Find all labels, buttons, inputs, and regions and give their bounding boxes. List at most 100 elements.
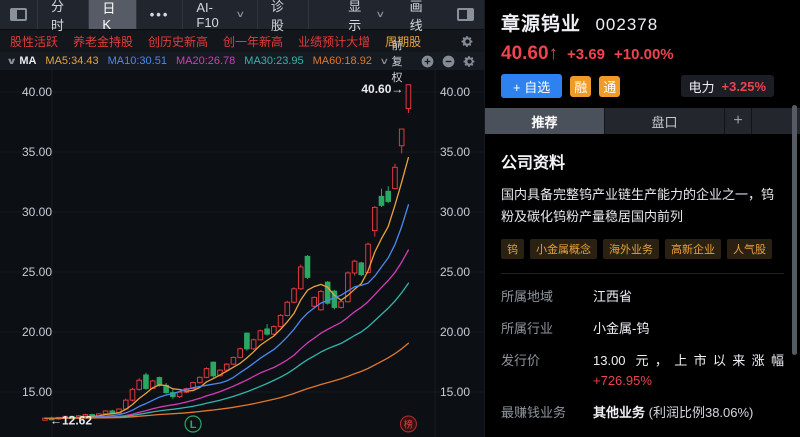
chart-settings-button[interactable] (463, 55, 476, 68)
ma10-value: MA10:30.51 (107, 55, 167, 67)
gear-icon (461, 35, 473, 47)
chart-pane: 分时 日K ••• AI-F10 ∨ 诊股 显示 ∨ 画线 (0, 0, 484, 437)
diagnose-stock-button[interactable]: 诊股 (258, 0, 310, 33)
ipo-price-row: 发行价 13.00 元，上市以来涨幅 +726.95% (501, 351, 784, 391)
k-chart-svg: 40.60→ ←12.62 40.00 40.00 35.00 35.00 30.00 30.… (0, 70, 484, 437)
tab-minute-label: 分时 (51, 0, 65, 33)
sector-name: 电力 (688, 79, 715, 95)
svg-text:15.00: 15.00 (440, 385, 470, 399)
ma-label: MA (19, 55, 37, 67)
display-label: 显示 (348, 0, 362, 33)
concept-tag[interactable]: 小金属概念 (530, 239, 597, 260)
quote-actions: + 自选 融 通 电力 +3.25% (501, 74, 784, 98)
region-label: 所属地域 (501, 289, 554, 305)
add-tab-button[interactable]: + (725, 108, 752, 134)
ma-legend-row: ∨ MA MA5:34.43 MA10:30.51 MA20:26.78 MA3… (0, 40, 484, 84)
price-change: +3.69 (567, 46, 606, 63)
stock-code: 002378 (595, 15, 659, 34)
svg-text:35.00: 35.00 (22, 145, 52, 159)
toolbar-spacer (309, 0, 335, 29)
gear-icon (463, 55, 475, 67)
svg-text:30.00: 30.00 (22, 205, 52, 219)
divider (501, 273, 784, 275)
svg-text:20.00: 20.00 (440, 325, 470, 339)
svg-text:←12.62: ←12.62 (50, 414, 92, 428)
ma30-value: MA30:23.95 (244, 55, 304, 67)
chart-toolbar: 分时 日K ••• AI-F10 ∨ 诊股 显示 ∨ 画线 (0, 0, 484, 33)
stock-tag[interactable]: 创一年新高 (223, 34, 284, 49)
draw-line-button[interactable]: 画线 (397, 0, 447, 33)
svg-text:榜: 榜 (404, 419, 413, 430)
region-row: 所属地域 江西省 (501, 287, 784, 307)
company-info-section: 公司资料 国内具备完整钨产业链生产能力的企业之一，钨粉及碳化钨粉产量稳居国内前列… (485, 134, 800, 437)
quote-panel: 章源钨业 002378 40.60 ↑ +3.69 +10.00% + 自选 融… (484, 0, 800, 437)
ma-dropdown[interactable]: ∨ MA (6, 55, 37, 67)
add-watchlist-button[interactable]: + 自选 (501, 74, 563, 98)
draw-line-label: 画线 (409, 0, 423, 33)
concept-tag[interactable]: 人气股 (727, 239, 772, 260)
industry-value: 小金属-钨 (593, 321, 650, 337)
profit-value-detail: (利润比例38.06%) (648, 405, 754, 421)
ai-f10-menu[interactable]: AI-F10 ∨ (183, 0, 258, 30)
industry-row: 所属行业 小金属-钨 (501, 319, 784, 339)
up-arrow-icon: ↑ (548, 43, 559, 64)
minus-circle-icon (442, 55, 455, 67)
tags-settings-button[interactable] (461, 35, 474, 48)
price-row: 40.60 ↑ +3.69 +10.00% (501, 43, 784, 65)
collapse-right-panel-button[interactable] (447, 0, 484, 29)
quote-header: 章源钨业 002378 40.60 ↑ +3.69 +10.00% + 自选 融… (485, 0, 800, 98)
panel-tab-bar: 推荐 盘口 + (485, 108, 800, 134)
svg-text:25.00: 25.00 (22, 265, 52, 279)
ipo-gain-value: +726.95% (593, 373, 652, 389)
chevron-down-icon: ∨ (6, 55, 18, 66)
stock-tag[interactable]: 养老金持股 (73, 34, 134, 49)
chevron-down-icon: ∨ (235, 9, 246, 19)
concept-tag-row: 钨 小金属概念 海外业务 高新企业 人气股 (501, 239, 784, 260)
display-menu[interactable]: 显示 ∨ (335, 0, 396, 33)
collapse-left-panel-button[interactable] (0, 0, 38, 29)
concept-tag[interactable]: 海外业务 (603, 239, 659, 260)
margin-trading-badge[interactable]: 融 (570, 75, 592, 97)
zoom-out-button[interactable] (442, 55, 455, 68)
stock-tags-row: 股性活跃 养老金持股 创历史新高 创一年新高 业绩预计大增 周期股 (0, 30, 484, 52)
concept-tag[interactable]: 钨 (501, 239, 524, 260)
concept-tag[interactable]: 高新企业 (665, 239, 721, 260)
tab-daily-k[interactable]: 日K (89, 0, 137, 32)
more-periods-button[interactable]: ••• (137, 0, 184, 29)
svg-text:20.00: 20.00 (22, 325, 52, 339)
chevron-down-icon: ∨ (375, 9, 386, 19)
ma60-value: MA60:18.92 (312, 55, 372, 67)
stock-tag[interactable]: 业绩预计大增 (298, 34, 371, 49)
zoom-in-button[interactable] (421, 55, 434, 68)
sector-quote-chip[interactable]: 电力 +3.25% (680, 75, 774, 97)
stock-connect-badge[interactable]: 通 (599, 75, 621, 97)
panel-scrollbar-thumb[interactable] (792, 105, 797, 355)
ipo-label: 发行价 (501, 353, 541, 369)
svg-text:15.00: 15.00 (22, 385, 52, 399)
plus-circle-icon (421, 55, 434, 67)
tab-minute-chart[interactable]: 分时 (38, 0, 90, 33)
svg-text:40.00: 40.00 (22, 85, 52, 99)
stock-tag[interactable]: 股性活跃 (10, 34, 59, 49)
adjust-label: 前复权 (391, 40, 403, 84)
ipo-value: 13.00 元，上市以来涨幅 +726.95% (593, 351, 784, 391)
company-description: 国内具备完整钨产业链生产能力的企业之一，钨粉及碳化钨粉产量稳居国内前列 (501, 187, 775, 225)
svg-text:40.00: 40.00 (440, 85, 470, 99)
tab-recommend[interactable]: 推荐 (485, 108, 605, 134)
sector-change-percent: +3.25% (721, 78, 766, 94)
profit-business-row: 最赚钱业务 其他业务 (利润比例38.06%) (501, 403, 784, 423)
stock-tag-cycle[interactable]: 周期股 (385, 34, 422, 49)
panel-left-icon (10, 8, 27, 21)
profit-value-main: 其他业务 (593, 405, 646, 421)
price-adjust-dropdown[interactable]: ∨ 前复权 (379, 37, 413, 85)
ai-f10-label: AI-F10 (196, 0, 219, 30)
stock-tag[interactable]: 创历史新高 (148, 34, 209, 49)
tab-order-book[interactable]: 盘口 (605, 108, 725, 134)
industry-label: 所属行业 (501, 321, 554, 337)
stock-name: 章源钨业 (501, 14, 582, 35)
candlestick-chart[interactable]: 40.60→ ←12.62 40.00 40.00 35.00 35.00 30.00 30.… (0, 70, 484, 437)
price-change-percent: +10.00% (614, 46, 674, 63)
region-value: 江西省 (593, 289, 633, 305)
panel-right-icon (456, 8, 474, 21)
